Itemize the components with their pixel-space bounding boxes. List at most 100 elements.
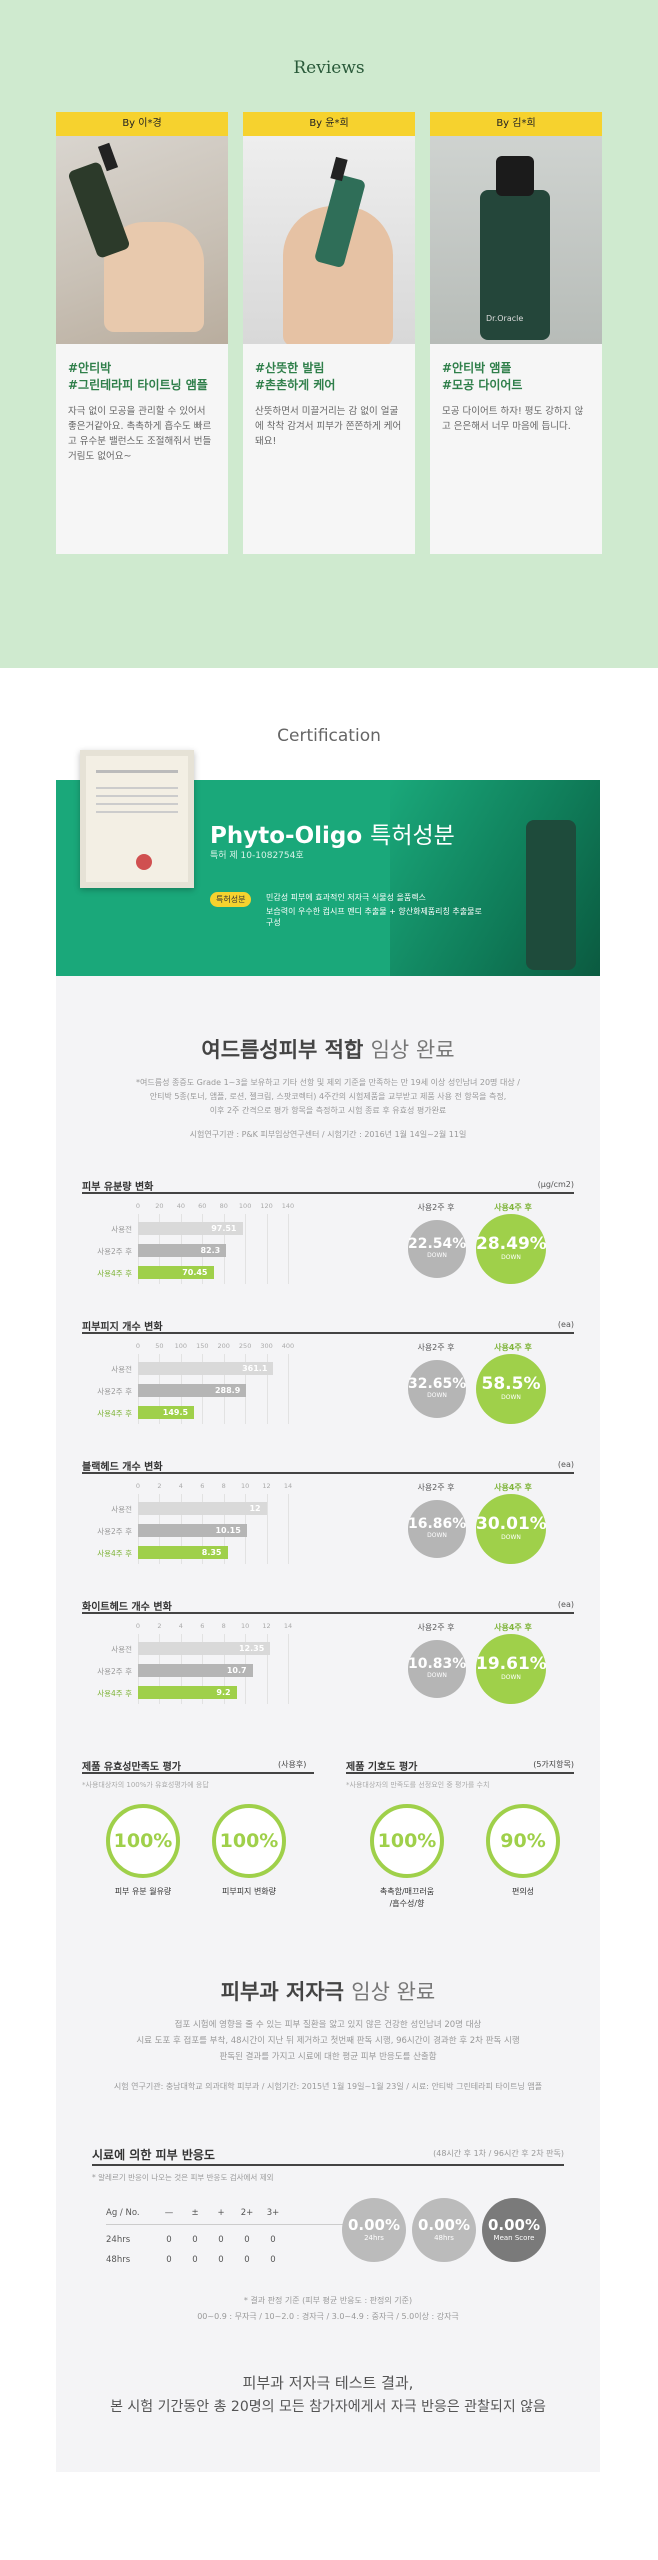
tick-label: 10: [241, 1482, 250, 1490]
reduction-value: 16.86%: [408, 1516, 467, 1532]
reduction-value: 30.01%: [476, 1514, 547, 1534]
reduction-value: 19.61%: [476, 1654, 547, 1674]
tick-label: 20: [155, 1202, 164, 1210]
review-photo: [243, 136, 415, 344]
table-row: 48hrs 0 0 0 0 0: [106, 2245, 356, 2265]
chart-unit: (ea): [557, 1600, 574, 1609]
reaction-label: 48hrs: [434, 2234, 454, 2242]
chart-group: 피부 유분량 변화 (μg/cm2) 0 20 40 60 80 100 120 140 사용전 97…: [56, 1178, 600, 1308]
chart-bar: 361.1: [138, 1362, 274, 1375]
grid-line: [288, 1354, 289, 1424]
review-tag: #그린테라피 타이트닝 앰플: [68, 378, 208, 392]
table-cell: 0: [218, 2255, 224, 2265]
patent-banner: Phyto-Oligo 특허성분 특허 제 10-1082754호 특허성분 민…: [56, 780, 600, 976]
reaction-circle: 0.00% Mean Score: [482, 2198, 546, 2262]
trial2-title: 피부과 저자극 임상 완료: [56, 1976, 600, 2006]
table-cell: 0: [270, 2255, 276, 2265]
reduction-sub: DOWN: [427, 1392, 447, 1399]
tick-label: 120: [260, 1202, 273, 1210]
divider: [82, 1332, 574, 1334]
table-header: 3+: [266, 2208, 280, 2218]
row-label: 사용4주 후: [97, 1409, 132, 1418]
reduction-sub: DOWN: [427, 1672, 447, 1679]
conclusion-line: 본 시험 기간동안 총 20명의 모든 참가자에게서 자극 반응은 관찰되지 않…: [110, 2399, 546, 2415]
review-card: By 김*희 Dr.Oracle #안티박 앰플 #모공 다이어트 모공 다이어…: [430, 112, 602, 554]
tick-label: 4: [178, 1622, 183, 1630]
review-photo: Dr.Oracle: [430, 136, 602, 344]
product-label: Dr.Oracle: [486, 314, 524, 323]
ring-label: /흡수성/향: [389, 1899, 425, 1908]
row-label: 사용4주 후: [97, 1549, 132, 1558]
table-cell: 0: [192, 2235, 198, 2245]
chart-group: 화이트헤드 개수 변화 (ea) 0 2 4 6 8 10 12 14 사용전 12.35 사용2주 후…: [56, 1598, 600, 1728]
tick-label: 140: [281, 1202, 295, 1210]
chart-bar: 8.35: [138, 1546, 228, 1559]
tick-label: 200: [217, 1342, 230, 1350]
trial2-desc: 판독된 결과를 가지고 시료에 대한 평균 피부 반응도를 산출함: [219, 2052, 437, 2062]
tick-label: 10: [241, 1622, 250, 1630]
review-tag: #모공 다이어트: [442, 378, 523, 392]
reduction-value: 58.5%: [481, 1374, 541, 1394]
reviews-section: Reviews By 이*경 #안티박 #그린테라피 타이트닝 앰플 자극 없이…: [0, 0, 658, 668]
ring-label: 촉촉함/매끄러움: [379, 1887, 435, 1896]
divider: [82, 1472, 574, 1474]
reduction-circle: 58.5% DOWN: [476, 1354, 546, 1424]
grid-line: [288, 1214, 289, 1284]
preference-ring: 90%: [486, 1804, 560, 1878]
compare-label: 사용4주 후: [494, 1343, 532, 1352]
preference-ring: 100%: [370, 1804, 444, 1878]
satisfaction-ring: 100%: [106, 1804, 180, 1878]
row-label: 사용전: [111, 1505, 132, 1514]
tick-label: 80: [219, 1202, 228, 1210]
reaction-value: 0.00%: [487, 2216, 541, 2234]
table-header: Ag / No.: [106, 2208, 140, 2218]
review-author: By 이*경: [56, 112, 228, 136]
reduction-sub: DOWN: [501, 1674, 521, 1681]
compare-label: 사용2주 후: [417, 1623, 455, 1632]
chart-bar: 82.3: [138, 1244, 227, 1257]
compare-label: 사용2주 후: [417, 1343, 455, 1352]
reduction-circle: 22.54% DOWN: [408, 1220, 466, 1278]
table-cell: 0: [244, 2255, 250, 2265]
patent-certificate-image: [80, 750, 194, 888]
compare-label: 사용2주 후: [417, 1203, 455, 1212]
review-body: 자극 없이 모공을 관리할 수 있어서 좋은거같아요. 촉촉하게 흡수도 빠르고…: [68, 406, 212, 462]
reduction-sub: DOWN: [427, 1252, 447, 1259]
reaction-note: (48시간 후 1차 / 96시간 후 2차 판독): [433, 2149, 564, 2158]
table-cell: 0: [218, 2235, 224, 2245]
table-cell: 0: [270, 2235, 276, 2245]
table-cell: 0: [166, 2255, 172, 2265]
tick-label: 400: [281, 1342, 295, 1350]
chart-unit: (ea): [557, 1460, 574, 1469]
tick-label: 250: [238, 1342, 252, 1350]
trial2-org: 시험 연구기관: 충남대학교 의과대학 피부과 / 시험기간: 2015년 1월…: [113, 2082, 543, 2091]
reduction-circle: 32.65% DOWN: [408, 1360, 466, 1418]
satisfaction-unit: (사용후): [278, 1760, 307, 1769]
tick-label: 8: [221, 1482, 226, 1490]
reduction-sub: DOWN: [427, 1532, 447, 1539]
reaction-value: 0.00%: [347, 2216, 401, 2234]
tick-label: 6: [200, 1622, 205, 1630]
tick-label: 14: [283, 1482, 293, 1490]
satisfaction-ring: 100%: [212, 1804, 286, 1878]
compare-label: 사용2주 후: [417, 1483, 455, 1492]
chart-title: 블랙헤드 개수 변화: [82, 1462, 163, 1473]
reduction-sub: DOWN: [501, 1394, 521, 1401]
satisfaction-title: 제품 유효성만족도 평가: [82, 1762, 181, 1773]
chart-group: 피부피지 개수 변화 (ea) 0 50 100 150 200 250 300 400 사용전 36…: [56, 1318, 600, 1448]
review-tags: #안티박 앰플 #모공 다이어트: [442, 360, 590, 394]
review-tag: #안티박 앰플: [442, 361, 512, 375]
table-header: 2+: [240, 2208, 254, 2218]
chart-bar: 9.2: [138, 1686, 237, 1699]
grid-line: [266, 1354, 268, 1424]
tick-label: 0: [135, 1342, 141, 1350]
reaction-circle: 0.00% 48hrs: [412, 2198, 476, 2262]
chart-bar: 149.5: [138, 1406, 195, 1419]
reaction-sub: * 알레르기 반응이 나오는 것은 피부 반응도 검사에서 제외: [92, 2173, 274, 2182]
badge-text: 민감성 피부에 효과적인 저자극 식물성 올품렉스: [266, 893, 426, 902]
table-cell: 0: [166, 2235, 172, 2245]
compare-label: 사용4주 후: [494, 1623, 532, 1632]
trial2-desc: 접포 시험에 영향을 줄 수 있는 피부 질환을 앓고 있지 않은 건강한 성인…: [174, 2020, 482, 2030]
table-header: +: [217, 2208, 225, 2218]
review-card: By 윤*희 #산뜻한 발림 #촌촌하게 케어 산뜻하면서 미끌거리는 감 없이…: [243, 112, 415, 554]
